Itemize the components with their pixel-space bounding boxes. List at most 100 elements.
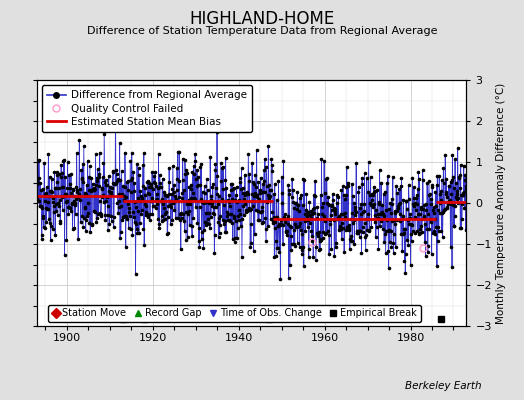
- Point: [320, 213, 328, 219]
- Point: [359, 209, 367, 215]
- Point: [461, 172, 470, 178]
- Point: [221, 177, 230, 183]
- Point: [330, 205, 338, 212]
- Point: [386, 210, 395, 216]
- Point: [442, 176, 451, 182]
- Point: [429, 206, 438, 213]
- Point: [293, 189, 301, 196]
- Point: [156, 172, 164, 178]
- Point: [305, 246, 313, 252]
- Point: [271, 238, 280, 245]
- Point: [75, 197, 84, 203]
- Point: [257, 174, 265, 181]
- Point: [401, 270, 409, 276]
- Point: [349, 220, 357, 227]
- Point: [107, 218, 116, 224]
- Point: [346, 246, 354, 252]
- Point: [147, 198, 156, 205]
- Point: [452, 188, 461, 194]
- Point: [290, 204, 299, 211]
- Point: [441, 190, 450, 197]
- Point: [456, 184, 464, 191]
- Point: [41, 224, 50, 231]
- Point: [385, 265, 393, 271]
- Point: [208, 203, 216, 209]
- Point: [424, 248, 432, 255]
- Point: [456, 162, 465, 168]
- Point: [155, 225, 163, 232]
- Point: [353, 230, 362, 236]
- Point: [368, 204, 377, 210]
- Point: [459, 190, 467, 196]
- Point: [330, 217, 338, 223]
- Point: [322, 230, 331, 236]
- Point: [247, 240, 255, 246]
- Point: [105, 188, 113, 194]
- Point: [267, 187, 275, 194]
- Point: [104, 226, 112, 233]
- Point: [98, 185, 106, 191]
- Point: [329, 196, 337, 203]
- Point: [319, 228, 328, 235]
- Point: [261, 215, 269, 222]
- Point: [331, 209, 340, 216]
- Point: [118, 191, 126, 197]
- Point: [56, 219, 64, 226]
- Point: [300, 177, 308, 184]
- Point: [425, 178, 433, 184]
- Point: [229, 186, 237, 192]
- Point: [409, 228, 417, 235]
- Point: [416, 226, 424, 233]
- Point: [85, 220, 93, 226]
- Point: [296, 244, 304, 250]
- Point: [378, 209, 386, 216]
- Point: [139, 162, 147, 168]
- Point: [198, 236, 206, 242]
- Point: [125, 208, 134, 215]
- Point: [455, 175, 463, 182]
- Point: [140, 242, 148, 248]
- Point: [108, 168, 117, 174]
- Point: [408, 238, 416, 244]
- Point: [102, 198, 110, 204]
- Point: [51, 185, 59, 191]
- Point: [406, 262, 414, 268]
- Point: [244, 191, 252, 198]
- Point: [206, 154, 214, 160]
- Point: [160, 188, 168, 195]
- Point: [433, 263, 441, 270]
- Point: [119, 182, 127, 189]
- Point: [143, 211, 151, 218]
- Point: [336, 225, 344, 232]
- Point: [204, 216, 213, 222]
- Point: [387, 228, 395, 234]
- Point: [337, 187, 346, 194]
- Point: [166, 201, 174, 208]
- Point: [96, 210, 105, 216]
- Point: [438, 210, 446, 216]
- Point: [79, 179, 88, 186]
- Point: [219, 164, 227, 170]
- Point: [342, 184, 351, 190]
- Point: [276, 276, 285, 282]
- Point: [289, 199, 298, 206]
- Point: [61, 190, 70, 197]
- Point: [59, 184, 67, 191]
- Point: [72, 150, 81, 156]
- Point: [354, 230, 362, 236]
- Point: [241, 192, 249, 198]
- Point: [291, 199, 299, 206]
- Point: [252, 207, 260, 214]
- Point: [123, 216, 132, 222]
- Point: [132, 271, 140, 277]
- Point: [389, 240, 397, 246]
- Point: [306, 220, 314, 226]
- Point: [53, 172, 62, 178]
- Point: [393, 208, 401, 214]
- Point: [249, 179, 257, 186]
- Point: [253, 146, 261, 153]
- Point: [273, 244, 281, 251]
- Point: [325, 251, 333, 257]
- Point: [137, 196, 146, 202]
- Point: [231, 234, 239, 241]
